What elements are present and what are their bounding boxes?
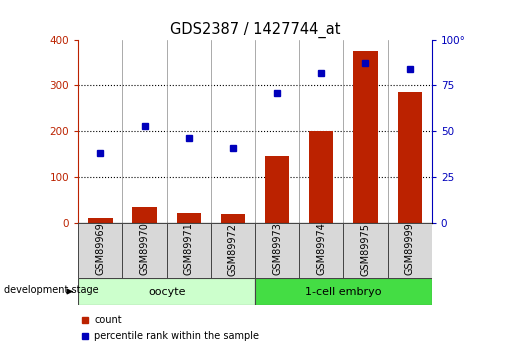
Text: percentile rank within the sample: percentile rank within the sample xyxy=(94,331,259,341)
Bar xyxy=(397,92,422,223)
Bar xyxy=(309,131,333,223)
Text: count: count xyxy=(94,315,122,325)
Text: GSM89973: GSM89973 xyxy=(272,223,282,275)
Bar xyxy=(123,223,167,278)
Bar xyxy=(177,213,201,223)
Bar xyxy=(255,278,432,305)
Text: GSM89974: GSM89974 xyxy=(316,223,326,275)
Bar xyxy=(299,223,343,278)
Title: GDS2387 / 1427744_at: GDS2387 / 1427744_at xyxy=(170,22,340,38)
Bar xyxy=(265,156,289,223)
Bar xyxy=(167,223,211,278)
Text: GSM89971: GSM89971 xyxy=(184,223,194,275)
Bar xyxy=(388,223,432,278)
Text: 1-cell embryo: 1-cell embryo xyxy=(305,287,382,296)
Bar xyxy=(354,51,378,223)
Bar xyxy=(221,214,245,223)
Bar xyxy=(78,278,255,305)
Text: GSM89969: GSM89969 xyxy=(95,223,106,275)
Bar xyxy=(78,223,123,278)
Text: GSM89970: GSM89970 xyxy=(139,223,149,275)
Text: GSM89972: GSM89972 xyxy=(228,223,238,276)
Bar xyxy=(132,207,157,223)
Bar xyxy=(343,223,388,278)
Text: development stage: development stage xyxy=(4,285,98,295)
Text: oocyte: oocyte xyxy=(148,287,185,296)
Text: GSM89999: GSM89999 xyxy=(405,223,415,275)
Bar xyxy=(88,218,113,223)
Bar xyxy=(255,223,299,278)
Text: GSM89975: GSM89975 xyxy=(361,223,371,276)
Bar xyxy=(211,223,255,278)
